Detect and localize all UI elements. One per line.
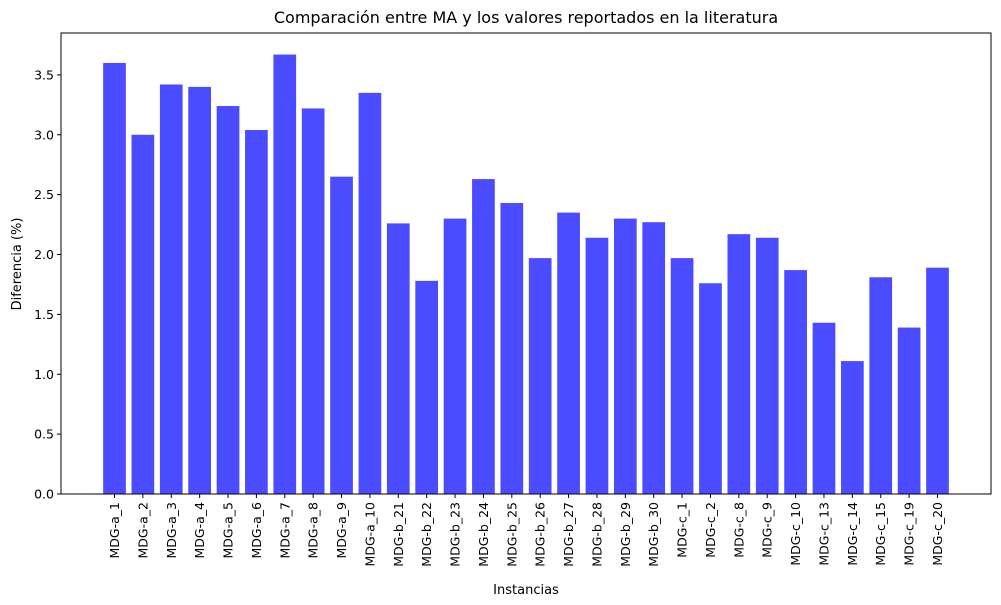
y-axis-ticks: 0.0 0.5 1.0 1.5 2.0 2.5 3.0 3.5 xyxy=(34,67,61,502)
x-tick-label: MDG-c_20 xyxy=(930,502,945,566)
bar-MDG-a_9 xyxy=(330,176,353,494)
x-tick-label: MDG-c_15 xyxy=(873,502,888,566)
y-tick-label: 2.0 xyxy=(34,247,54,262)
x-tick-label: MDG-a_2 xyxy=(135,502,150,558)
bar-MDG-b_24 xyxy=(472,179,495,494)
bar-MDG-c_20 xyxy=(926,267,949,494)
x-tick-label: MDG-b_30 xyxy=(646,502,661,567)
bar-MDG-a_3 xyxy=(159,84,183,495)
x-tick-label: MDG-c_14 xyxy=(845,502,860,566)
x-tick-label: MDG-a_1 xyxy=(107,502,122,558)
y-tick-label: 2.5 xyxy=(34,187,54,202)
bar-MDG-b_29 xyxy=(613,218,637,494)
x-tick-label: MDG-a_3 xyxy=(164,502,179,558)
x-tick-label: MDG-b_27 xyxy=(561,502,576,567)
bar-MDG-a_2 xyxy=(131,134,155,494)
bar-MDG-b_21 xyxy=(386,223,410,494)
y-tick-label: 3.0 xyxy=(34,127,54,142)
chart-title: Comparación entre MA y los valores repor… xyxy=(274,8,778,27)
x-axis-label: Instancias xyxy=(493,583,559,598)
x-tick-label: MDG-c_13 xyxy=(816,502,831,566)
x-tick-label: MDG-b_28 xyxy=(589,502,604,567)
bar-MDG-b_26 xyxy=(528,258,552,494)
x-tick-label: MDG-a_9 xyxy=(334,502,349,559)
x-tick-label: MDG-a_6 xyxy=(249,502,264,559)
bar-MDG-c_14 xyxy=(841,361,864,494)
y-tick-label: 0.0 xyxy=(34,487,54,502)
bar-MDG-b_27 xyxy=(557,212,580,495)
x-tick-label: MDG-b_21 xyxy=(391,502,406,567)
bar-MDG-c_10 xyxy=(784,270,807,494)
x-tick-label: MDG-a_5 xyxy=(221,502,236,558)
y-tick-label: 0.5 xyxy=(34,427,54,442)
x-tick-label: MDG-c_10 xyxy=(788,502,803,566)
bar-MDG-c_13 xyxy=(812,322,836,494)
x-tick-label: MDG-c_2 xyxy=(703,502,718,558)
bar-MDG-c_9 xyxy=(755,237,779,494)
bar-MDG-a_1 xyxy=(103,62,126,494)
y-tick-label: 1.5 xyxy=(34,307,54,322)
bar-MDG-a_8 xyxy=(301,108,325,494)
bar-MDG-c_19 xyxy=(897,327,921,494)
x-tick-label: MDG-b_23 xyxy=(448,502,463,567)
bar-MDG-a_10 xyxy=(358,92,382,495)
bar-MDG-b_30 xyxy=(642,222,666,494)
x-tick-label: MDG-a_7 xyxy=(277,502,292,558)
x-tick-label: MDG-b_26 xyxy=(533,502,548,567)
bar-series xyxy=(103,54,949,495)
x-tick-label: MDG-a_8 xyxy=(306,502,321,559)
y-axis-label: Diferencia (%) xyxy=(10,218,25,311)
bar-MDG-a_5 xyxy=(216,106,240,494)
bar-MDG-b_28 xyxy=(585,237,609,494)
bar-MDG-b_25 xyxy=(500,203,524,494)
bar-MDG-c_15 xyxy=(869,277,893,494)
y-tick-label: 3.5 xyxy=(34,67,54,82)
x-tick-label: MDG-b_22 xyxy=(419,502,434,567)
x-tick-label: MDG-b_24 xyxy=(476,502,491,567)
bar-MDG-a_7 xyxy=(273,54,297,495)
x-tick-label: MDG-a_4 xyxy=(192,502,207,559)
x-tick-label: MDG-a_10 xyxy=(362,502,377,566)
bar-MDG-a_6 xyxy=(245,129,268,495)
bar-MDG-c_8 xyxy=(727,234,751,494)
x-tick-label: MDG-b_29 xyxy=(618,502,633,567)
x-tick-label: MDG-c_9 xyxy=(760,502,775,558)
x-tick-label: MDG-b_25 xyxy=(504,502,519,567)
x-tick-label: MDG-c_8 xyxy=(731,502,746,558)
x-axis-ticks: MDG-a_1 MDG-a_2 MDG-a_3 MDG-a_4 MDG-a_5 MDG-a… xyxy=(107,494,945,567)
bar-MDG-c_1 xyxy=(670,258,694,494)
bar-MDG-b_23 xyxy=(443,218,467,494)
x-tick-label: MDG-c_1 xyxy=(675,502,690,558)
bar-MDG-c_2 xyxy=(699,283,722,494)
x-tick-label: MDG-c_19 xyxy=(902,502,917,566)
y-tick-label: 1.0 xyxy=(34,367,54,382)
bar-MDG-a_4 xyxy=(188,86,211,494)
bar-MDG-b_22 xyxy=(415,280,439,494)
plot-frame xyxy=(60,32,992,495)
